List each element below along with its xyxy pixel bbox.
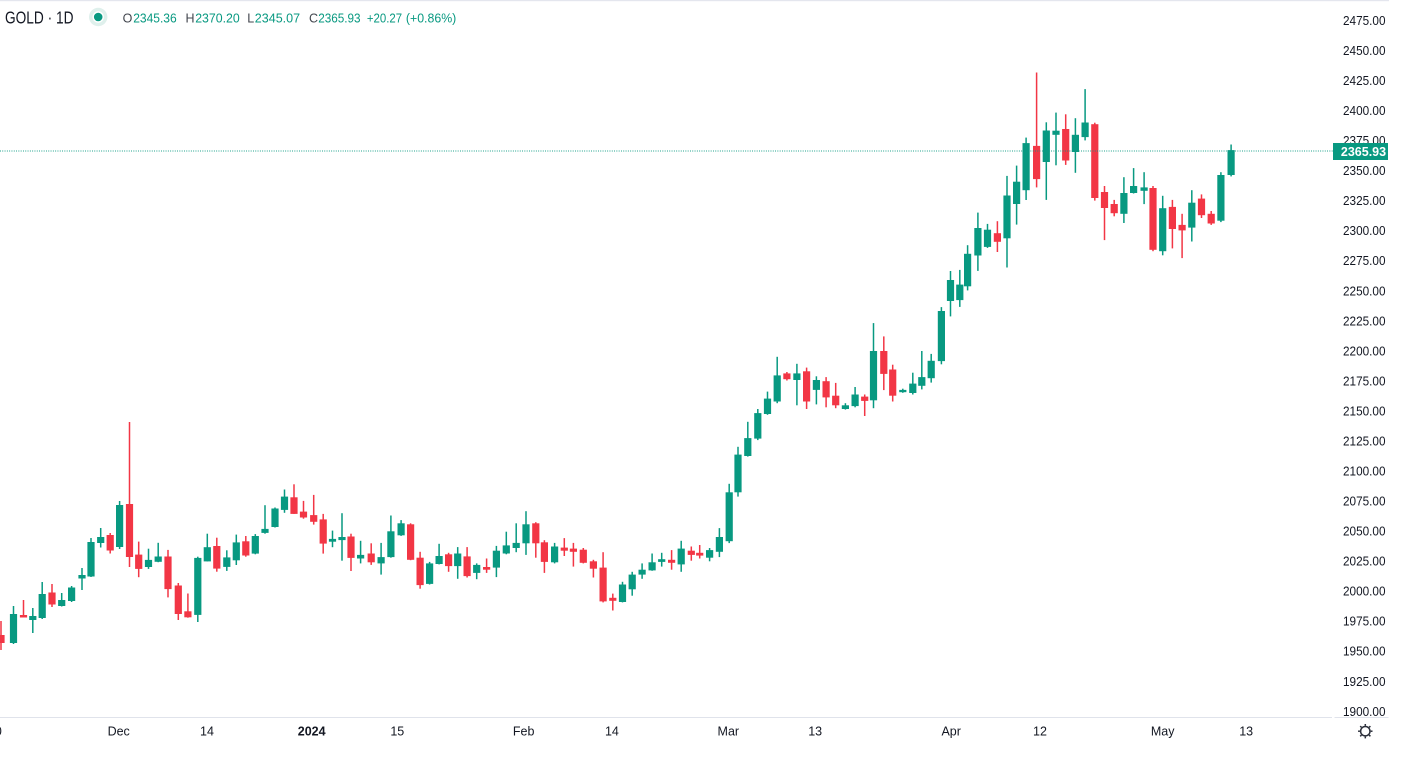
svg-text:2475.00: 2475.00 — [1343, 14, 1386, 28]
svg-text:14: 14 — [200, 725, 214, 739]
svg-text:GOLD · 1D: GOLD · 1D — [5, 8, 74, 28]
svg-text:2370.20: 2370.20 — [195, 11, 240, 25]
svg-text:2175.00: 2175.00 — [1343, 374, 1386, 388]
svg-text:2325.00: 2325.00 — [1343, 194, 1386, 208]
svg-text:2200.00: 2200.00 — [1343, 344, 1386, 358]
svg-text:2365.93: 2365.93 — [1341, 145, 1386, 159]
svg-text:2075.00: 2075.00 — [1343, 495, 1386, 509]
svg-text:2250.00: 2250.00 — [1343, 284, 1386, 298]
svg-text:1950.00: 1950.00 — [1343, 645, 1386, 659]
svg-text:2024: 2024 — [298, 725, 326, 739]
svg-text:2025.00: 2025.00 — [1343, 555, 1386, 569]
svg-text:2350.00: 2350.00 — [1343, 164, 1386, 178]
svg-text:2345.07: 2345.07 — [255, 11, 300, 25]
svg-text:13: 13 — [808, 725, 822, 739]
svg-text:2425.00: 2425.00 — [1343, 74, 1386, 88]
svg-text:2275.00: 2275.00 — [1343, 254, 1386, 268]
svg-text:Mar: Mar — [718, 725, 740, 739]
svg-text:+20.27: +20.27 — [367, 11, 402, 25]
svg-text:C: C — [309, 11, 318, 25]
svg-text:14: 14 — [605, 725, 619, 739]
svg-text:Apr: Apr — [941, 725, 960, 739]
svg-text:2000.00: 2000.00 — [1343, 585, 1386, 599]
svg-text:2365.93: 2365.93 — [318, 11, 360, 25]
svg-text:May: May — [1151, 725, 1175, 739]
svg-text:H: H — [186, 11, 195, 25]
svg-text:2400.00: 2400.00 — [1343, 104, 1386, 118]
svg-text:2225.00: 2225.00 — [1343, 314, 1386, 328]
svg-text:O: O — [123, 11, 133, 25]
svg-text:13: 13 — [1239, 725, 1253, 739]
svg-text:Feb: Feb — [513, 725, 535, 739]
svg-text:(+0.86%): (+0.86%) — [406, 11, 456, 25]
svg-text:2150.00: 2150.00 — [1343, 404, 1386, 418]
svg-text:1900.00: 1900.00 — [1343, 705, 1386, 719]
svg-text:1925.00: 1925.00 — [1343, 675, 1386, 689]
svg-text:2345.36: 2345.36 — [133, 11, 177, 25]
svg-text:0: 0 — [0, 725, 2, 739]
svg-text:12: 12 — [1033, 725, 1047, 739]
svg-text:Dec: Dec — [108, 725, 130, 739]
svg-text:2125.00: 2125.00 — [1343, 435, 1386, 449]
svg-text:L: L — [247, 11, 254, 25]
svg-text:15: 15 — [390, 725, 404, 739]
svg-text:2050.00: 2050.00 — [1343, 525, 1386, 539]
svg-text:2100.00: 2100.00 — [1343, 465, 1386, 479]
svg-text:2300.00: 2300.00 — [1343, 224, 1386, 238]
svg-text:1975.00: 1975.00 — [1343, 615, 1386, 629]
svg-text:2450.00: 2450.00 — [1343, 44, 1386, 58]
